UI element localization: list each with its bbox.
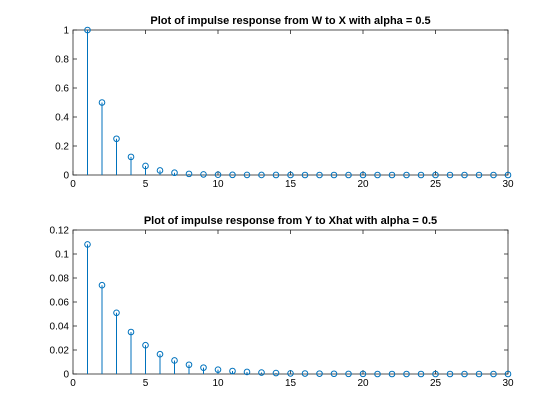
bottom-plot-axes	[72, 229, 509, 375]
bottom-plot-stem-marker	[475, 370, 483, 378]
top-plot-ytick-label: 0.6	[55, 84, 69, 95]
bottom-plot-xtick-label: 30	[502, 378, 514, 389]
top-plot-stem-marker	[504, 171, 512, 179]
bottom-plot-xtick-label: 15	[285, 378, 297, 389]
top-plot-ytick-label: 0.2	[55, 142, 69, 153]
bottom-plot-stem-marker	[243, 368, 251, 376]
top-plot-stem-marker	[446, 171, 454, 179]
bottom-plot-stem-marker	[417, 370, 425, 378]
bottom-plot-stem-marker	[446, 370, 454, 378]
bottom-plot-stem-marker	[98, 281, 106, 289]
bottom-plot-xtick-label: 0	[70, 378, 76, 389]
top-plot-stem-marker	[461, 171, 468, 179]
top-plot-stem-marker	[490, 171, 497, 179]
bottom-plot-stem-marker	[200, 364, 207, 371]
top-plot-stem-marker	[214, 171, 222, 179]
top-plot-xtick-label: 0	[70, 179, 76, 190]
bottom-plot-stem-marker	[84, 241, 91, 248]
top-plot-stem-marker	[243, 171, 251, 179]
bottom-plot-stem-marker	[156, 350, 164, 358]
top-plot-stem-marker	[316, 171, 323, 179]
bottom-plot-ytick-label: 0.04	[50, 322, 70, 333]
bottom-plot-stem-marker	[490, 370, 497, 378]
top-plot: Plot of impulse response from W to X wit…	[55, 15, 514, 190]
top-plot-xtick-label: 15	[285, 179, 297, 190]
top-plot-stem-marker	[374, 171, 381, 179]
bottom-plot-ytick-label: 0.08	[50, 274, 70, 285]
top-plot-stem-marker	[345, 171, 352, 179]
top-plot-axes	[72, 29, 509, 176]
top-plot-ytick-label: 0	[63, 171, 69, 182]
bottom-plot-stem-marker	[388, 370, 396, 378]
top-plot-stem-marker	[287, 171, 294, 179]
top-plot-stem-marker	[432, 171, 439, 179]
top-plot-stem-marker	[113, 135, 120, 143]
top-plot-stem-marker	[258, 171, 265, 179]
bottom-plot-stem-marker	[272, 369, 280, 377]
top-plot-stem-marker	[403, 171, 410, 179]
bottom-plot-ytick-label: 0.02	[50, 346, 70, 357]
bottom-plot-stem-marker	[345, 370, 352, 378]
bottom-plot-title: Plot of impulse response from Y to Xhat …	[144, 215, 437, 227]
bottom-plot-stem-marker	[374, 370, 381, 378]
top-plot-xtick-label: 25	[430, 179, 442, 190]
bottom-plot-xtick-label: 10	[212, 378, 224, 389]
top-plot-stem-marker	[185, 170, 193, 178]
top-plot-stem-marker	[171, 169, 178, 177]
bottom-plot-stem-marker	[316, 370, 323, 377]
top-plot-stem-marker	[475, 171, 483, 179]
bottom-plot-stem-marker	[258, 369, 265, 376]
bottom-plot-xtick-label: 20	[357, 378, 369, 389]
bottom-plot-stem-marker	[504, 370, 512, 378]
top-plot-xtick-label: 30	[502, 179, 514, 190]
bottom-plot-stem-marker	[432, 370, 439, 378]
top-plot-ytick-label: 0.4	[55, 113, 69, 124]
top-plot-stem-marker	[417, 171, 425, 179]
top-plot-stem-marker	[84, 26, 91, 34]
top-plot-stem-marker	[98, 99, 106, 106]
bottom-plot-stem-marker	[301, 370, 309, 377]
bottom-plot-stem-marker	[461, 370, 468, 378]
top-plot-xtick-label: 20	[357, 179, 369, 190]
top-plot-stem-marker	[272, 171, 280, 179]
top-plot-xtick-label: 5	[143, 179, 149, 190]
top-plot-title: Plot of impulse response from W to X wit…	[150, 15, 430, 27]
top-plot-stem-marker	[229, 171, 236, 179]
bottom-plot-stem-marker	[142, 341, 149, 349]
bottom-plot-xtick-label: 25	[430, 378, 442, 389]
bottom-plot-stem-marker	[330, 370, 338, 378]
bottom-plot-stem-marker	[214, 366, 222, 373]
bottom-plot-stem-marker	[229, 367, 236, 375]
bottom-plot: Plot of impulse response from Y to Xhat …	[50, 215, 514, 389]
bottom-plot-stem-marker	[171, 357, 178, 364]
bottom-plot-ytick-label: 0	[63, 370, 69, 381]
bottom-plot-ytick-label: 0.12	[50, 226, 70, 237]
bottom-plot-stem-marker	[359, 370, 367, 378]
top-plot-ytick-label: 0.8	[55, 55, 69, 66]
top-plot-stem-marker	[359, 171, 367, 179]
bottom-plot-stem-marker	[113, 309, 120, 317]
bottom-plot-stem-marker	[185, 361, 193, 369]
top-plot-stem-marker	[127, 153, 135, 161]
bottom-plot-xtick-label: 5	[143, 378, 149, 389]
bottom-plot-stem-marker	[287, 370, 294, 377]
top-plot-xtick-label: 10	[212, 179, 224, 190]
bottom-plot-ytick-label: 0.06	[50, 298, 70, 309]
top-plot-stem-marker	[156, 167, 164, 174]
top-plot-stem-marker	[142, 162, 149, 170]
bottom-plot-ytick-label: 0.1	[55, 250, 69, 261]
top-plot-stem-marker	[301, 171, 309, 179]
top-plot-stem-marker	[200, 171, 207, 178]
bottom-plot-stem-marker	[403, 370, 410, 378]
top-plot-ytick-label: 1	[63, 26, 69, 37]
bottom-plot-stem-marker	[127, 328, 135, 336]
top-plot-stem-marker	[330, 171, 338, 179]
top-plot-stem-marker	[388, 171, 396, 179]
